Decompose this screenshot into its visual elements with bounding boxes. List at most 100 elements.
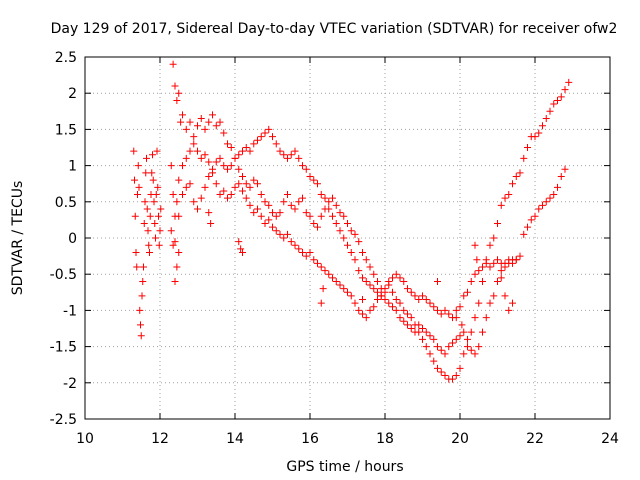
data-point bbox=[194, 122, 201, 130]
data-point bbox=[131, 212, 139, 220]
data-point bbox=[347, 292, 355, 300]
data-point bbox=[497, 201, 505, 209]
data-point bbox=[381, 296, 389, 304]
data-point bbox=[475, 299, 483, 307]
data-point bbox=[220, 162, 228, 170]
data-point bbox=[314, 259, 321, 267]
data-point bbox=[135, 183, 143, 191]
data-point bbox=[557, 93, 565, 101]
y-tick-label: 1 bbox=[68, 159, 77, 175]
data-point bbox=[257, 133, 265, 141]
data-point bbox=[516, 252, 524, 260]
x-tick-label: 16 bbox=[301, 431, 319, 447]
data-point bbox=[139, 277, 147, 285]
data-point bbox=[239, 187, 246, 195]
data-point bbox=[137, 321, 144, 329]
data-point bbox=[355, 306, 363, 314]
data-point bbox=[490, 259, 498, 267]
data-point bbox=[269, 133, 276, 141]
data-point bbox=[231, 154, 239, 162]
data-point bbox=[190, 133, 198, 141]
data-point bbox=[456, 332, 464, 340]
data-point bbox=[351, 230, 359, 238]
data-point bbox=[146, 248, 153, 256]
y-tick-label: -1 bbox=[63, 303, 77, 319]
data-point bbox=[295, 154, 303, 162]
data-point bbox=[153, 147, 161, 155]
data-point bbox=[505, 191, 513, 199]
data-point bbox=[237, 245, 245, 253]
data-point bbox=[167, 162, 175, 170]
data-point bbox=[254, 136, 261, 144]
data-point bbox=[347, 227, 355, 235]
data-point bbox=[306, 248, 314, 256]
data-point bbox=[212, 158, 220, 166]
data-point bbox=[385, 277, 393, 285]
data-point bbox=[381, 285, 389, 293]
data-point bbox=[479, 328, 486, 336]
data-point bbox=[216, 191, 224, 199]
data-point bbox=[269, 209, 276, 217]
data-point bbox=[449, 339, 456, 347]
data-point bbox=[317, 212, 325, 220]
data-point bbox=[509, 180, 516, 188]
data-point bbox=[366, 281, 374, 289]
data-point bbox=[362, 314, 370, 322]
data-point bbox=[325, 270, 333, 278]
data-point bbox=[554, 96, 561, 104]
x-tick-label: 22 bbox=[526, 431, 544, 447]
data-point bbox=[445, 343, 453, 351]
data-point bbox=[173, 263, 181, 271]
data-point bbox=[205, 209, 213, 217]
data-point bbox=[389, 303, 396, 311]
data-point bbox=[411, 328, 419, 336]
data-point bbox=[404, 321, 411, 329]
data-point bbox=[175, 248, 183, 256]
data-point bbox=[460, 328, 468, 336]
y-tick-label: -2.5 bbox=[50, 412, 77, 428]
data-point bbox=[565, 78, 573, 86]
data-point bbox=[512, 172, 520, 180]
data-point bbox=[140, 220, 148, 228]
data-point bbox=[194, 205, 201, 213]
data-point bbox=[389, 274, 396, 282]
data-point bbox=[257, 212, 265, 220]
data-point bbox=[261, 220, 269, 228]
data-point bbox=[332, 277, 340, 285]
data-point bbox=[235, 151, 243, 159]
data-point bbox=[276, 209, 284, 217]
data-point bbox=[224, 165, 231, 173]
data-point bbox=[134, 191, 141, 199]
data-point bbox=[542, 115, 550, 123]
data-point bbox=[370, 270, 378, 278]
data-point bbox=[235, 165, 243, 173]
data-point bbox=[149, 151, 156, 159]
data-point bbox=[441, 350, 449, 358]
data-point bbox=[250, 209, 258, 217]
data-point bbox=[295, 198, 303, 206]
series-trace-mid bbox=[167, 125, 569, 322]
data-point bbox=[317, 263, 325, 271]
y-tick-label: -1.5 bbox=[50, 340, 77, 356]
data-point bbox=[539, 122, 546, 130]
data-point bbox=[396, 274, 404, 282]
data-point bbox=[546, 107, 554, 115]
data-point bbox=[239, 172, 246, 180]
data-point bbox=[486, 299, 494, 307]
data-point bbox=[131, 176, 138, 184]
data-point bbox=[449, 375, 456, 383]
data-point bbox=[272, 212, 280, 220]
data-point bbox=[227, 162, 235, 170]
data-point bbox=[291, 241, 299, 249]
series-dips bbox=[171, 209, 516, 329]
data-point bbox=[239, 147, 246, 155]
data-point bbox=[157, 205, 165, 213]
data-point bbox=[137, 332, 145, 340]
data-point bbox=[182, 125, 190, 133]
data-point bbox=[467, 328, 475, 336]
data-point bbox=[452, 372, 460, 380]
data-point bbox=[179, 162, 186, 170]
data-point bbox=[257, 191, 265, 199]
y-tick-label: 1.5 bbox=[55, 122, 77, 138]
data-point bbox=[280, 151, 288, 159]
